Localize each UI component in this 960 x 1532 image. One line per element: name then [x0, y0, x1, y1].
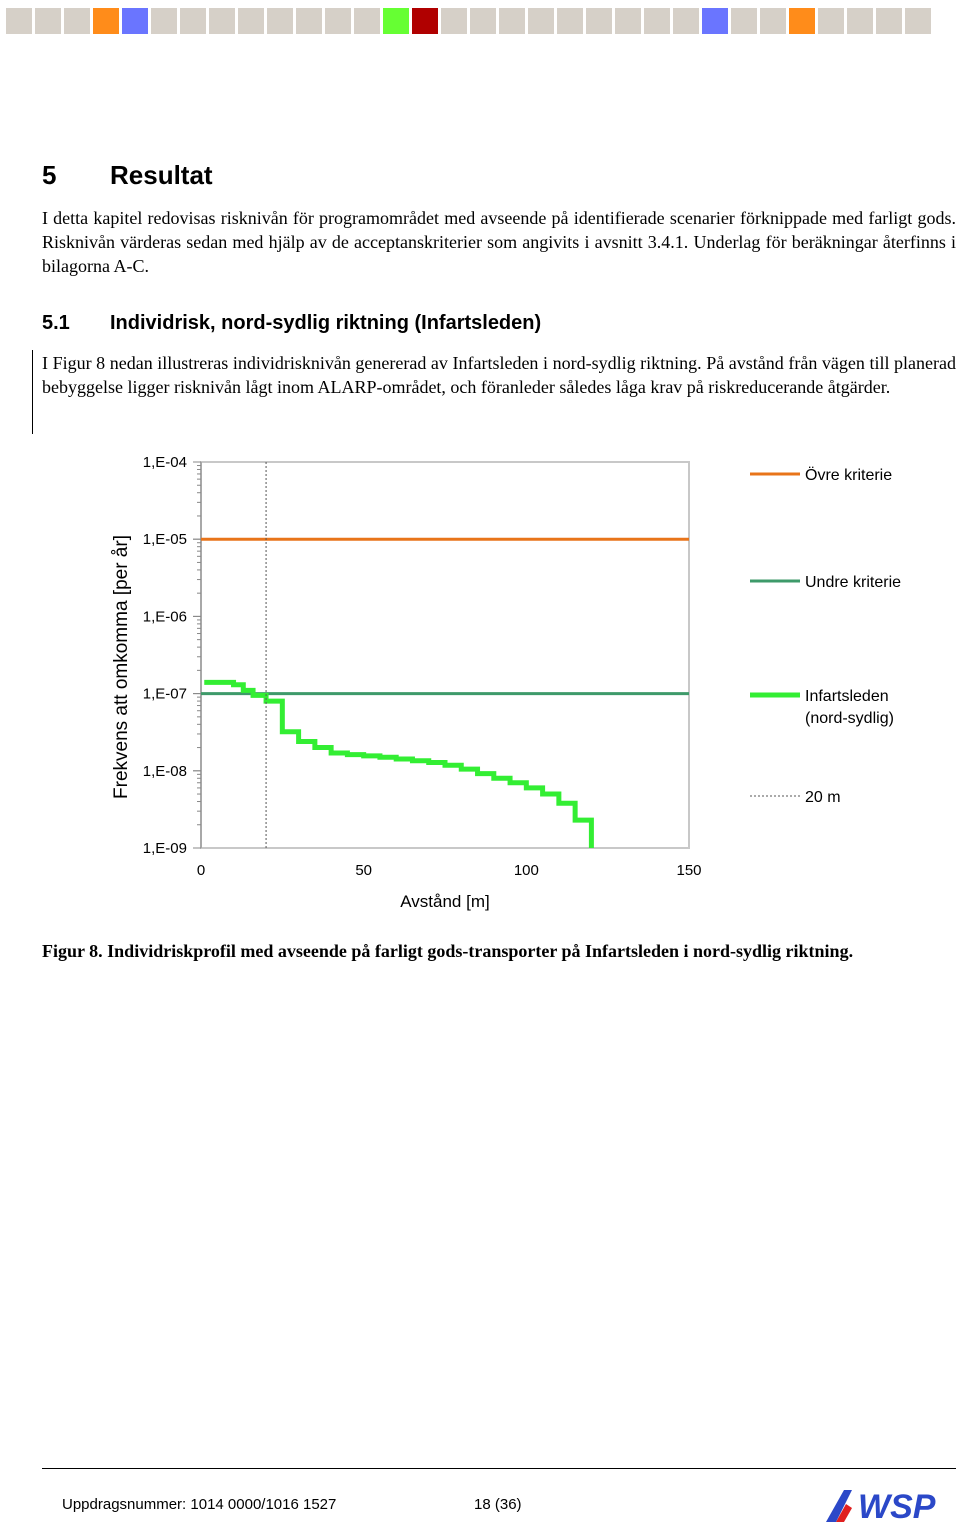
- y-tick-label: 1,E-08: [143, 763, 187, 780]
- color-swatch: [470, 8, 496, 34]
- subsection-number: 5.1: [42, 312, 70, 334]
- color-swatch: [383, 8, 409, 34]
- figure-caption: Figur 8. Individriskprofil med avseende …: [42, 941, 854, 961]
- color-swatch: [412, 8, 438, 34]
- legend-label: Undre kriterie: [805, 574, 901, 591]
- x-axis-label: Avstånd [m]: [400, 892, 489, 911]
- legend-label: 20 m: [805, 789, 841, 806]
- color-swatch: [586, 8, 612, 34]
- x-tick-label: 100: [514, 862, 539, 879]
- color-swatch: [441, 8, 467, 34]
- section-intro: I detta kapitel redovisas risknivån för …: [42, 208, 956, 276]
- y-tick-label: 1,E-04: [143, 454, 187, 471]
- color-swatch: [209, 8, 235, 34]
- y-tick-label: 1,E-06: [143, 608, 187, 625]
- color-swatch: [238, 8, 264, 34]
- y-tick-label: 1,E-07: [143, 686, 187, 703]
- x-tick-label: 150: [676, 862, 701, 879]
- change-bar: [32, 350, 33, 434]
- color-swatch: [354, 8, 380, 34]
- color-swatch: [93, 8, 119, 34]
- x-tick-label: 0: [197, 862, 205, 879]
- subsection-heading: 5.1 Individrisk, nord-sydlig riktning (In…: [42, 312, 541, 335]
- series-line: [204, 679, 594, 848]
- color-swatch: [760, 8, 786, 34]
- color-swatch: [267, 8, 293, 34]
- x-tick-label: 50: [355, 862, 372, 879]
- subsection-paragraph: I Figur 8 nedan illustreras individriskn…: [42, 353, 956, 397]
- color-swatch: [180, 8, 206, 34]
- y-axis-label: Frekvens att omkomma [per år]: [111, 535, 132, 799]
- color-swatch: [122, 8, 148, 34]
- legend-label: Infartsleden (nord-sydlig): [805, 688, 894, 727]
- color-swatch: [905, 8, 931, 34]
- legend-label: Övre kriterie: [805, 466, 892, 484]
- color-swatch: [325, 8, 351, 34]
- color-swatch: [876, 8, 902, 34]
- color-swatch: [673, 8, 699, 34]
- section-heading: 5 Resultat: [42, 160, 213, 191]
- color-swatch: [64, 8, 90, 34]
- color-swatch: [644, 8, 670, 34]
- color-swatch: [615, 8, 641, 34]
- wsp-logo: WSP: [826, 1488, 936, 1526]
- risk-profile-chart: 1,E-09 1,E-08 1,E-07 1,E-06 1,E-05 1,E-04 0 50 1…: [111, 454, 901, 911]
- top-color-strip: [6, 8, 931, 34]
- color-swatch: [528, 8, 554, 34]
- plot-frame: [200, 461, 690, 849]
- color-swatch: [789, 8, 815, 34]
- color-swatch: [6, 8, 32, 34]
- color-swatch: [818, 8, 844, 34]
- color-swatch: [731, 8, 757, 34]
- color-swatch: [499, 8, 525, 34]
- logo-text: WSP: [858, 1488, 936, 1526]
- y-tick-label: 1,E-09: [143, 840, 187, 857]
- section-title: Resultat: [110, 160, 213, 190]
- section-number: 5: [42, 160, 57, 190]
- footer-project-number: Uppdragsnummer: 1014 0000/1016 1527: [62, 1496, 337, 1513]
- color-swatch: [296, 8, 322, 34]
- color-swatch: [35, 8, 61, 34]
- subsection-title: Individrisk, nord-sydlig riktning (Infar…: [110, 312, 542, 334]
- y-tick-label: 1,E-05: [143, 531, 187, 548]
- color-swatch: [151, 8, 177, 34]
- color-swatch: [702, 8, 728, 34]
- footer-page-number: 18 (36): [474, 1496, 522, 1513]
- color-swatch: [847, 8, 873, 34]
- footer-rule: [42, 1468, 956, 1469]
- color-swatch: [557, 8, 583, 34]
